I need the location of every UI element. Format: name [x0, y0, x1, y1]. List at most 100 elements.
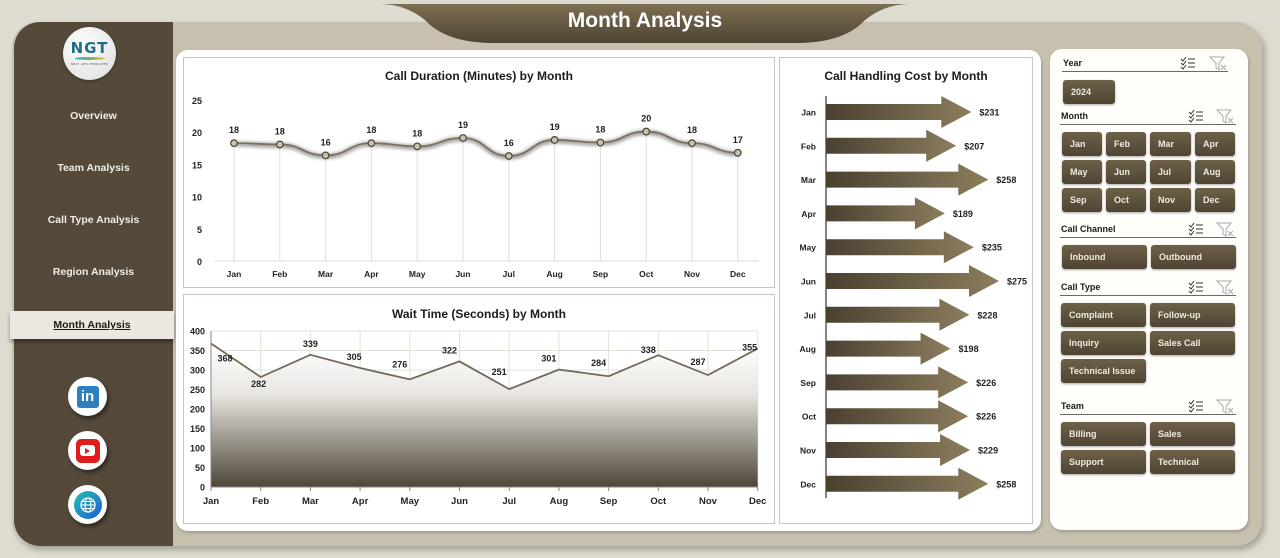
svg-text:400: 400	[190, 327, 205, 337]
linkedin-button[interactable]: in	[68, 377, 107, 416]
svg-text:18: 18	[687, 125, 697, 135]
svg-text:$189: $189	[953, 209, 973, 219]
clear-filter-icon[interactable]	[1216, 280, 1234, 295]
slicer-item-label: Jun	[1114, 167, 1131, 177]
svg-text:$198: $198	[959, 344, 979, 354]
slicer-title: Call Channel	[1061, 224, 1116, 234]
svg-text:Sep: Sep	[593, 269, 609, 279]
sidebar-item-label: Team Analysis	[57, 162, 130, 174]
header-tab: Month Analysis	[380, 2, 910, 44]
logo-subtitle: NEXT GEN TEMPLATES	[70, 62, 109, 66]
sidebar-item-label: Month Analysis	[53, 319, 131, 331]
slicer-item-label: Aug	[1203, 167, 1221, 177]
clear-filter-icon[interactable]	[1216, 109, 1234, 124]
slicer-type-inquiry[interactable]: Inquiry	[1061, 331, 1146, 355]
svg-text:339: 339	[303, 339, 318, 349]
multi-select-icon[interactable]	[1188, 109, 1204, 123]
svg-text:May: May	[799, 243, 816, 253]
svg-text:20: 20	[192, 128, 202, 138]
sidebar-item-month-analysis[interactable]: Month Analysis	[10, 311, 174, 339]
slicer-month-aug[interactable]: Aug	[1195, 160, 1235, 184]
slicer-month-may[interactable]: May	[1062, 160, 1102, 184]
svg-text:368: 368	[217, 353, 232, 363]
clear-filter-icon[interactable]	[1209, 56, 1227, 71]
sidebar-item-region-analysis[interactable]: Region Analysis	[14, 258, 173, 286]
slicer-month-jul[interactable]: Jul	[1150, 160, 1191, 184]
youtube-icon	[75, 438, 100, 463]
slicer-team-billing[interactable]: Billing	[1061, 422, 1146, 446]
multi-select-icon[interactable]	[1188, 280, 1204, 294]
slicer-item-label: Feb	[1114, 139, 1131, 149]
slicer-channel-inbound[interactable]: Inbound	[1062, 245, 1147, 269]
wait-time-chart: Wait Time (Seconds) by Month 0 50 100 150 20…	[183, 294, 775, 524]
sidebar-item-call-type-analysis[interactable]: Call Type Analysis	[14, 206, 173, 234]
svg-text:251: 251	[492, 367, 507, 377]
website-button[interactable]	[68, 485, 107, 524]
slicer-month-dec[interactable]: Dec	[1195, 188, 1235, 212]
svg-text:Oct: Oct	[639, 269, 653, 279]
slicer-month-jan[interactable]: Jan	[1062, 132, 1102, 156]
slicer-type-sales-call[interactable]: Sales Call	[1150, 331, 1235, 355]
svg-text:19: 19	[550, 122, 560, 132]
slicer-channel-outbound[interactable]: Outbound	[1151, 245, 1236, 269]
slicer-month-feb[interactable]: Feb	[1106, 132, 1146, 156]
slicer-month-nov[interactable]: Nov	[1150, 188, 1191, 212]
slicer-year-2024[interactable]: 2024	[1063, 80, 1115, 104]
svg-text:0: 0	[200, 483, 205, 493]
svg-text:350: 350	[190, 346, 205, 356]
svg-text:Nov: Nov	[800, 446, 816, 456]
wait-time-plot: 0 50 100 150 200 250 300 350 400 368 Jan 282 Feb 339 M…	[190, 327, 766, 508]
svg-text:Dec: Dec	[730, 269, 746, 279]
svg-text:Aug: Aug	[799, 344, 816, 354]
svg-text:May: May	[401, 496, 420, 507]
svg-text:20: 20	[641, 114, 651, 124]
slicer-type-technical-issue[interactable]: Technical Issue	[1061, 359, 1146, 383]
slicer-item-label: Oct	[1114, 195, 1130, 205]
slicer-month-apr[interactable]: Apr	[1195, 132, 1235, 156]
multi-select-icon[interactable]	[1188, 222, 1204, 236]
slicer-month-oct[interactable]: Oct	[1106, 188, 1146, 212]
slicer-item-label: 2024	[1071, 87, 1092, 97]
call-duration-plot: 0 5 10 15 20 25 18 Jan 18 Feb 16 Mar 18 Apr 18 May 19 Jun…	[192, 96, 759, 279]
svg-text:Jul: Jul	[804, 310, 816, 320]
svg-text:Jan: Jan	[801, 108, 816, 118]
svg-text:18: 18	[412, 128, 422, 138]
slicer-type-follow-up[interactable]: Follow-up	[1150, 303, 1235, 327]
slicer-team-sales[interactable]: Sales	[1150, 422, 1235, 446]
slicer-item-label: Support	[1069, 457, 1104, 467]
svg-text:$275: $275	[1007, 277, 1027, 287]
svg-text:16: 16	[321, 137, 331, 147]
slicer-month-mar[interactable]: Mar	[1150, 132, 1191, 156]
svg-text:Dec: Dec	[800, 479, 816, 489]
slicer-item-label: Nov	[1158, 195, 1176, 205]
svg-text:Jul: Jul	[502, 496, 516, 507]
slicer-type-complaint[interactable]: Complaint	[1061, 303, 1146, 327]
svg-text:284: 284	[591, 358, 606, 368]
sidebar-item-team-analysis[interactable]: Team Analysis	[14, 154, 173, 182]
slicer-team-technical[interactable]: Technical	[1150, 450, 1235, 474]
slicer-month-sep[interactable]: Sep	[1062, 188, 1102, 212]
slicer-team-support[interactable]: Support	[1061, 450, 1146, 474]
sidebar-item-overview[interactable]: Overview	[14, 102, 173, 130]
svg-text:Feb: Feb	[252, 496, 269, 507]
multi-select-icon[interactable]	[1188, 399, 1204, 413]
clear-filter-icon[interactable]	[1216, 399, 1234, 414]
slicer-call-channel-header: Call Channel	[1060, 222, 1236, 238]
svg-text:355: 355	[742, 343, 757, 353]
clear-filter-icon[interactable]	[1216, 222, 1234, 237]
svg-text:338: 338	[641, 345, 656, 355]
youtube-button[interactable]	[68, 431, 107, 470]
filter-panel	[1050, 49, 1248, 530]
slicer-month-jun[interactable]: Jun	[1106, 160, 1146, 184]
svg-text:Jul: Jul	[503, 269, 515, 279]
slicer-month-header: Month	[1060, 109, 1236, 125]
slicer-call-type-header: Call Type	[1060, 280, 1236, 296]
sidebar-item-label: Region Analysis	[52, 266, 135, 278]
svg-text:19: 19	[458, 120, 468, 130]
svg-text:15: 15	[192, 160, 202, 170]
multi-select-icon[interactable]	[1180, 56, 1196, 70]
svg-text:Sep: Sep	[800, 378, 816, 388]
slicer-item-label: Sep	[1070, 195, 1087, 205]
svg-text:Jan: Jan	[203, 496, 220, 507]
sidebar-item-label: Overview	[70, 110, 117, 122]
